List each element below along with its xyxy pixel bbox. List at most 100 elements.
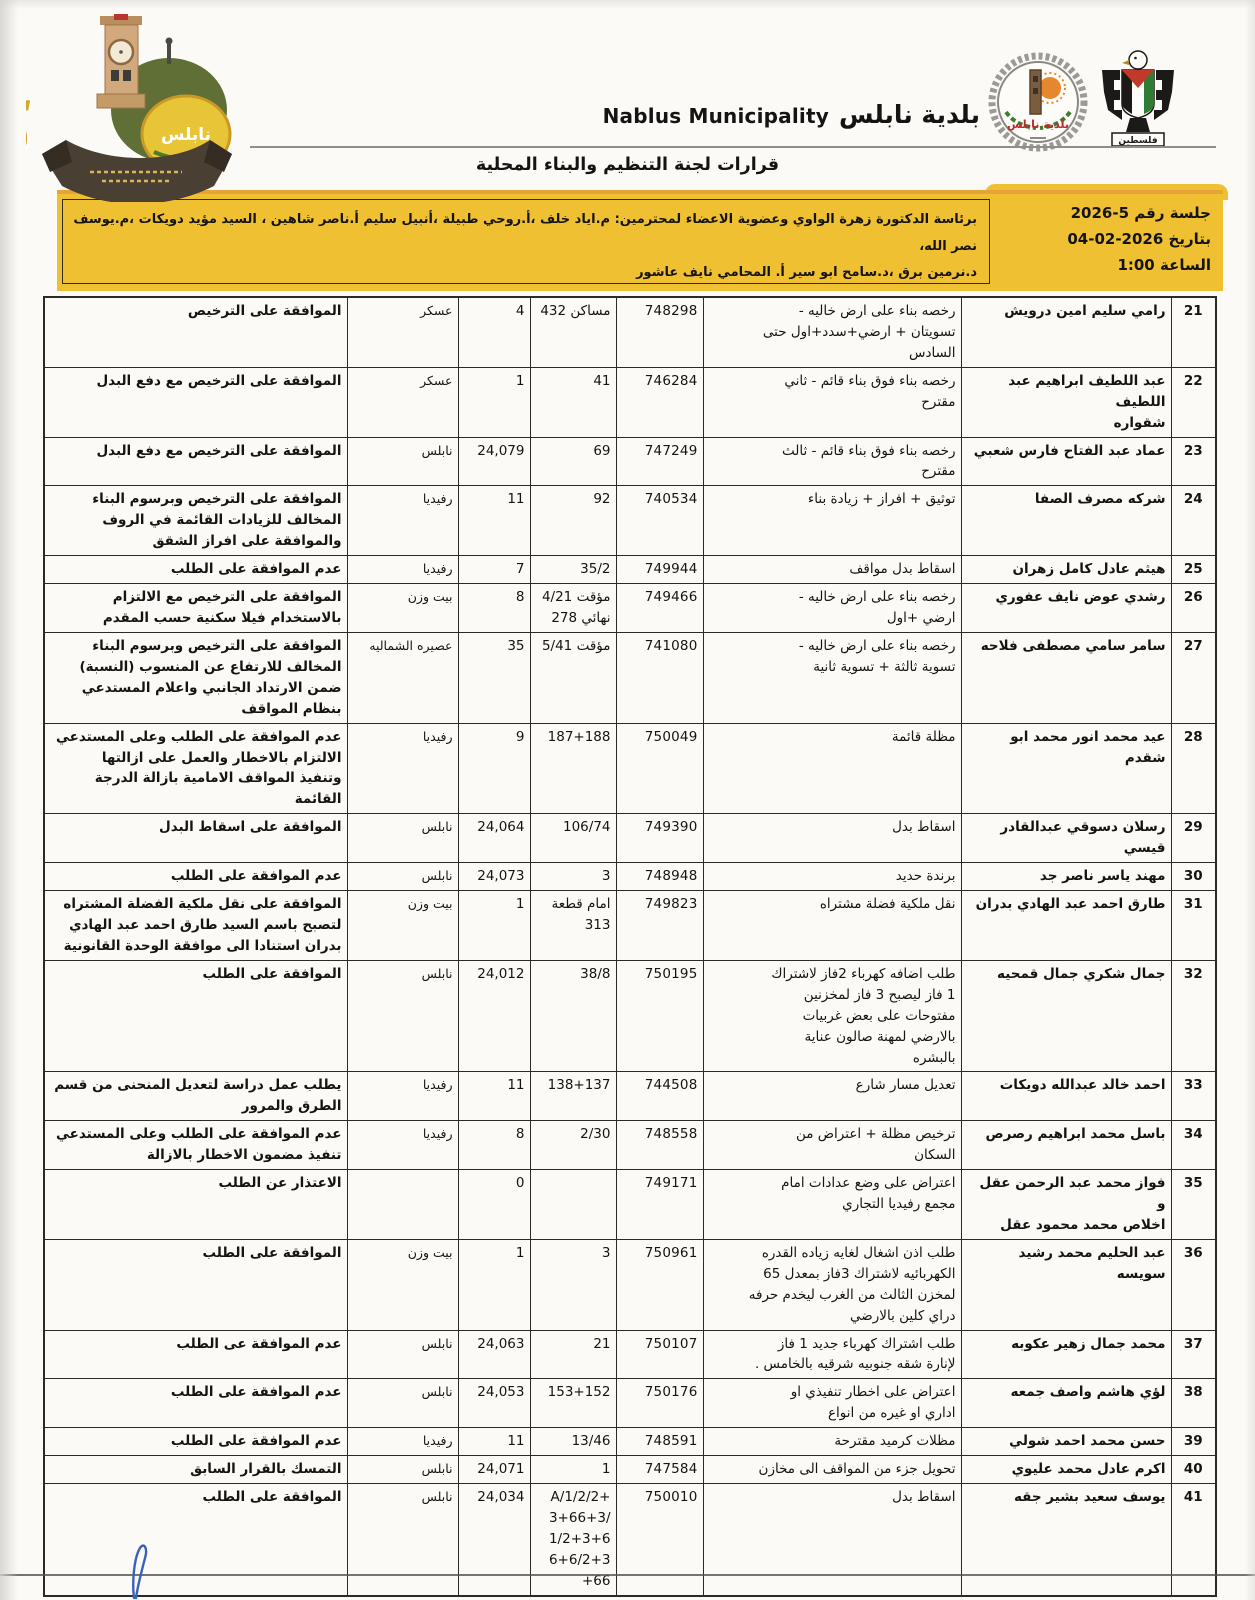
row-number: 30 <box>1170 862 1217 892</box>
row-number: 40 <box>1170 1455 1217 1485</box>
applicant-name: شركه مصرف الصفا <box>960 485 1172 557</box>
decision-text: عدم الموافقة عى الطلب <box>43 1329 348 1380</box>
request-number: 748948 <box>615 862 704 892</box>
block-number: 24,079 <box>457 436 531 487</box>
row-number: 29 <box>1170 813 1217 864</box>
eagle-caption: فلسطين <box>1118 136 1157 146</box>
session-number: جلسة رقم 5-2026 <box>1070 204 1211 222</box>
applicant-name: جمال شكري جمال قمحيه <box>960 959 1172 1073</box>
applicant-name: اكرم عادل محمد عليوي <box>960 1455 1172 1485</box>
plot-number: 38/8 <box>529 959 617 1073</box>
request-number: 748298 <box>615 296 704 368</box>
document-title: قرارات لجنة التنظيم والبناء المحلية <box>475 155 780 175</box>
request-number: 748591 <box>615 1427 704 1457</box>
request-number: 750049 <box>615 722 704 815</box>
scan-edge-right <box>1245 0 1255 1600</box>
request-number: 749944 <box>615 555 704 585</box>
session-meta: جلسة رقم 5-2026 بتاريخ 2026-02-04 الساعة… <box>990 194 1223 291</box>
row-number: 31 <box>1170 890 1217 961</box>
table-row: 39 حسن محمد احمد شولي مظلات كرميد مقترحة… <box>43 1427 1217 1457</box>
area-name: نابلس <box>346 1378 459 1429</box>
request-description: مظلات كرميد مقترحة <box>702 1427 962 1457</box>
request-number: 750107 <box>615 1329 704 1380</box>
decision-text: الموافقة على الطلب <box>43 959 348 1073</box>
row-number: 35 <box>1170 1169 1217 1240</box>
decision-text: عدم الموافقة على الطلب <box>43 1378 348 1429</box>
decision-text: الموافقة على الترخيص <box>43 296 348 368</box>
applicant-name: رشدي عوض نايف عفوري <box>960 583 1172 633</box>
plot-number: مؤقت 5/41 <box>529 631 617 724</box>
table-row: 34 باسل محمد ابراهيم رصرص ترخيص مظلة + ا… <box>43 1120 1217 1171</box>
session-info-box: جلسة رقم 5-2026 بتاريخ 2026-02-04 الساعة… <box>57 190 1223 291</box>
anniversary-number: 15 <box>26 82 36 185</box>
area-name: رفيديا <box>346 485 459 557</box>
table-row: 35 فواز محمد عبد الرحمن عقل و اخلاص محمد… <box>43 1169 1217 1240</box>
block-number: 11 <box>457 1071 531 1122</box>
row-number: 26 <box>1170 583 1217 633</box>
request-description: رخصه بناء فوق بناء قائم - ثاني مقترح <box>702 366 962 438</box>
request-number: 744508 <box>615 1071 704 1122</box>
applicant-name: حسن محمد احمد شولي <box>960 1427 1172 1457</box>
table-row: 23 عماد عبد الفتاح فارس شعبي رخصه بناء ف… <box>43 436 1217 487</box>
request-number: 747584 <box>615 1455 704 1485</box>
request-description: رخصه بناء فوق بناء قائم - ثالث مقترح <box>702 436 962 487</box>
block-number: 24,073 <box>457 862 531 892</box>
plot-number: مساكن 432 <box>529 296 617 368</box>
decision-text: التمسك بالقرار السابق <box>43 1455 348 1485</box>
request-description: رخصه بناء على ارض خاليه - تسويتان + ارضي… <box>702 296 962 368</box>
row-number: 33 <box>1170 1071 1217 1122</box>
request-description: طلب اضافه كهرباء 2فاز لاشتراك 1 فاز ليصب… <box>702 959 962 1073</box>
plot-number: 92 <box>529 485 617 557</box>
row-number: 38 <box>1170 1378 1217 1429</box>
plot-number: 21 <box>529 1329 617 1380</box>
request-number: 749823 <box>615 890 704 961</box>
area-name: رفيديا <box>346 1427 459 1457</box>
decision-text: الموافقة على نقل ملكية الفضلة المشتراه ل… <box>43 890 348 961</box>
table-row: 37 محمد جمال زهير عكوبه طلب اشتراك كهربا… <box>43 1329 1217 1380</box>
request-description: رخصه بناء على ارض خاليه - تسوية ثالثة + … <box>702 631 962 724</box>
decision-text: عدم الموافقة على الطلب وعلى المستدعي الا… <box>43 722 348 815</box>
block-number: 8 <box>457 1120 531 1171</box>
request-description: رخصه بناء على ارض خاليه - ارضي +اول <box>702 583 962 633</box>
request-description: نقل ملكية فضلة مشتراه <box>702 890 962 961</box>
anniversary-city: نابلس <box>161 125 211 145</box>
decision-text: عدم الموافقة على الطلب <box>43 1427 348 1457</box>
decision-text: الموافقة على الترخيص مع الالتزام بالاستخ… <box>43 583 348 633</box>
row-number: 21 <box>1170 296 1217 368</box>
table-row: 38 لؤي هاشم واصف جمعه اعتراض على اخطار ت… <box>43 1378 1217 1429</box>
request-description: اعتراض على وضع عدادات امام مجمع رفيديا ا… <box>702 1169 962 1240</box>
table-row: 40 اكرم عادل محمد عليوي تحويل جزء من الم… <box>43 1455 1217 1485</box>
anniversary-150-logo-icon: 15 نابلس <box>0 12 244 204</box>
block-number: 24,064 <box>457 813 531 864</box>
plot-number: 153+152 <box>529 1378 617 1429</box>
block-number: 11 <box>457 485 531 557</box>
plot-number <box>529 1169 617 1240</box>
scan-edge-top <box>0 0 1255 9</box>
request-description: اسقاط بدل مواقف <box>702 555 962 585</box>
request-description: طلب اذن اشغال لغايه زياده القدره الكهربا… <box>702 1238 962 1331</box>
block-number: 1 <box>457 890 531 961</box>
request-number: 750195 <box>615 959 704 1073</box>
applicant-name: رسلان دسوقي عبدالقادر قيسي <box>960 813 1172 864</box>
applicant-name: عبد اللطيف ابراهيم عبد اللطيف شقواره <box>960 366 1172 438</box>
plot-number: مؤقت 4/21 نهائي 278 <box>529 583 617 633</box>
area-name <box>346 1169 459 1240</box>
decision-text: عدم الموافقة على الطلب <box>43 555 348 585</box>
table-row: 24 شركه مصرف الصفا توثيق + افراز + زيادة… <box>43 485 1217 557</box>
municipality-brand: Nablus Municipality بلدية نابلس <box>603 100 980 129</box>
request-description: تحويل جزء من المواقف الى مخازن <box>702 1455 962 1485</box>
plot-number: 3 <box>529 862 617 892</box>
applicant-name: مهند ياسر ناصر جد <box>960 862 1172 892</box>
block-number: 8 <box>457 583 531 633</box>
block-number: 24,071 <box>457 1455 531 1485</box>
nablus-municipality-emblem-icon: بلدية نابلس <box>986 50 1090 160</box>
area-name: نابلس <box>346 1455 459 1485</box>
table-row: 31 طارق احمد عبد الهادي بدران نقل ملكية … <box>43 890 1217 961</box>
area-name: عصيره الشماليه <box>346 631 459 724</box>
header-divider <box>250 146 1216 148</box>
table-row: 33 احمد خالد عبدالله دويكات تعديل مسار ش… <box>43 1071 1217 1122</box>
area-name: عسكر <box>346 296 459 368</box>
area-name: نابلس <box>346 862 459 892</box>
request-number: 749390 <box>615 813 704 864</box>
table-row: 29 رسلان دسوقي عبدالقادر قيسي اسقاط بدل … <box>43 813 1217 864</box>
